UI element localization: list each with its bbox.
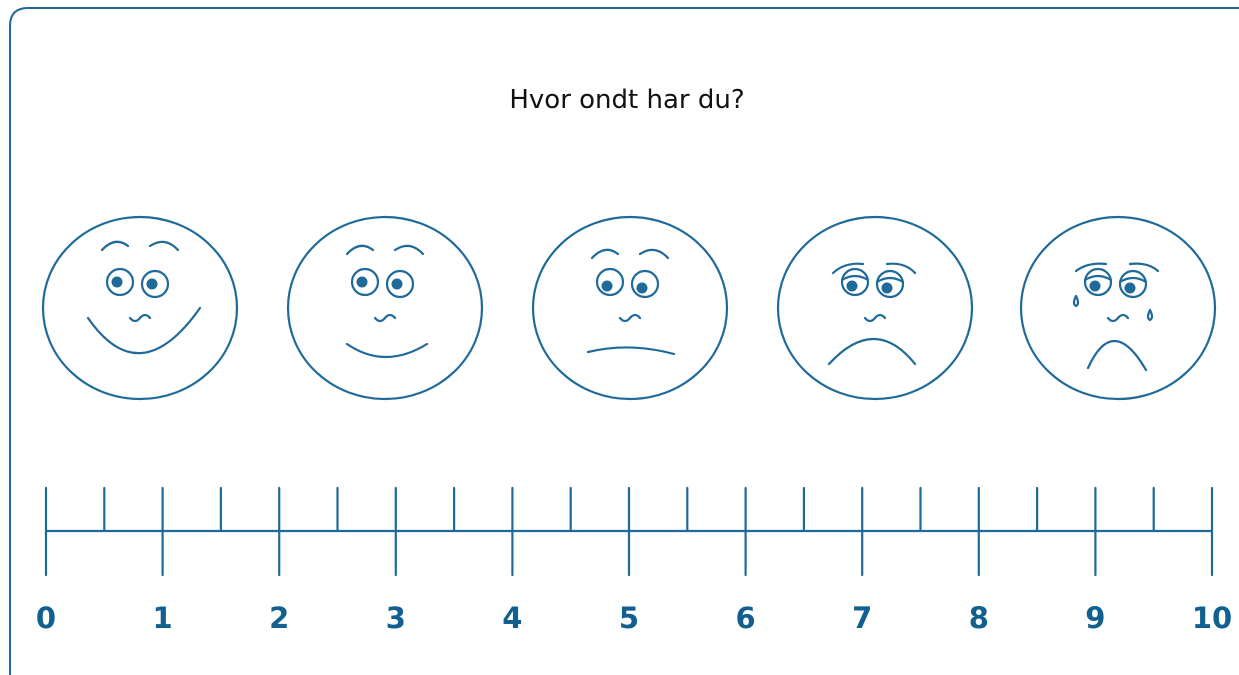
scale-label: 0: [36, 601, 56, 635]
scale-label: 10: [1192, 601, 1232, 635]
tear: [1148, 310, 1152, 320]
pain-scale-card: Hvor ondt har du? 0 1 2 3 4 5 6 7 8 9 10: [0, 0, 1239, 675]
scale: 0 1 2 3 4 5 6 7 8 9 10: [36, 488, 1232, 635]
face-outline: [778, 217, 972, 399]
pupil: [147, 279, 158, 290]
title: Hvor ondt har du?: [509, 85, 744, 115]
eyelid: [842, 276, 868, 280]
brow: [395, 246, 423, 254]
scale-label: 1: [153, 601, 173, 635]
pupil: [392, 279, 403, 290]
face: [533, 217, 727, 399]
mouth: [829, 339, 915, 364]
scale-label: 3: [386, 601, 406, 635]
mouth: [1088, 341, 1146, 370]
pupil: [637, 283, 648, 294]
face-outline: [1021, 217, 1215, 399]
brow: [347, 246, 373, 254]
mouth: [347, 344, 427, 357]
brow: [592, 250, 618, 258]
pupil: [1125, 283, 1136, 294]
eyelid: [1120, 278, 1146, 282]
brow: [102, 242, 128, 250]
scale-label: 8: [969, 601, 989, 635]
pupil: [882, 283, 893, 294]
brow: [1130, 264, 1158, 271]
mouth: [588, 347, 674, 354]
nose: [865, 315, 885, 321]
scale-label: 4: [502, 601, 522, 635]
scale-label: 2: [269, 601, 289, 635]
pupil: [1090, 281, 1101, 292]
nose: [375, 315, 395, 321]
scale-label: 7: [852, 601, 872, 635]
nose: [130, 315, 150, 321]
face-outline: [43, 217, 237, 399]
face-outline: [288, 217, 482, 399]
brow: [150, 242, 178, 250]
tear: [1074, 296, 1078, 306]
faces: [43, 217, 1215, 399]
eyelid: [877, 278, 903, 282]
scale-label: 9: [1085, 601, 1105, 635]
face: [288, 217, 482, 399]
pupil: [847, 281, 858, 292]
eyelid: [1085, 276, 1111, 280]
face: [43, 217, 237, 399]
scale-label: 5: [619, 601, 639, 635]
face: [1021, 217, 1215, 399]
pupil: [357, 277, 368, 288]
scale-label: 6: [736, 601, 756, 635]
pupil: [112, 277, 123, 288]
brow: [640, 250, 668, 258]
face: [778, 217, 972, 399]
pupil: [602, 281, 613, 292]
nose: [1108, 315, 1128, 321]
face-outline: [533, 217, 727, 399]
nose: [620, 315, 640, 321]
